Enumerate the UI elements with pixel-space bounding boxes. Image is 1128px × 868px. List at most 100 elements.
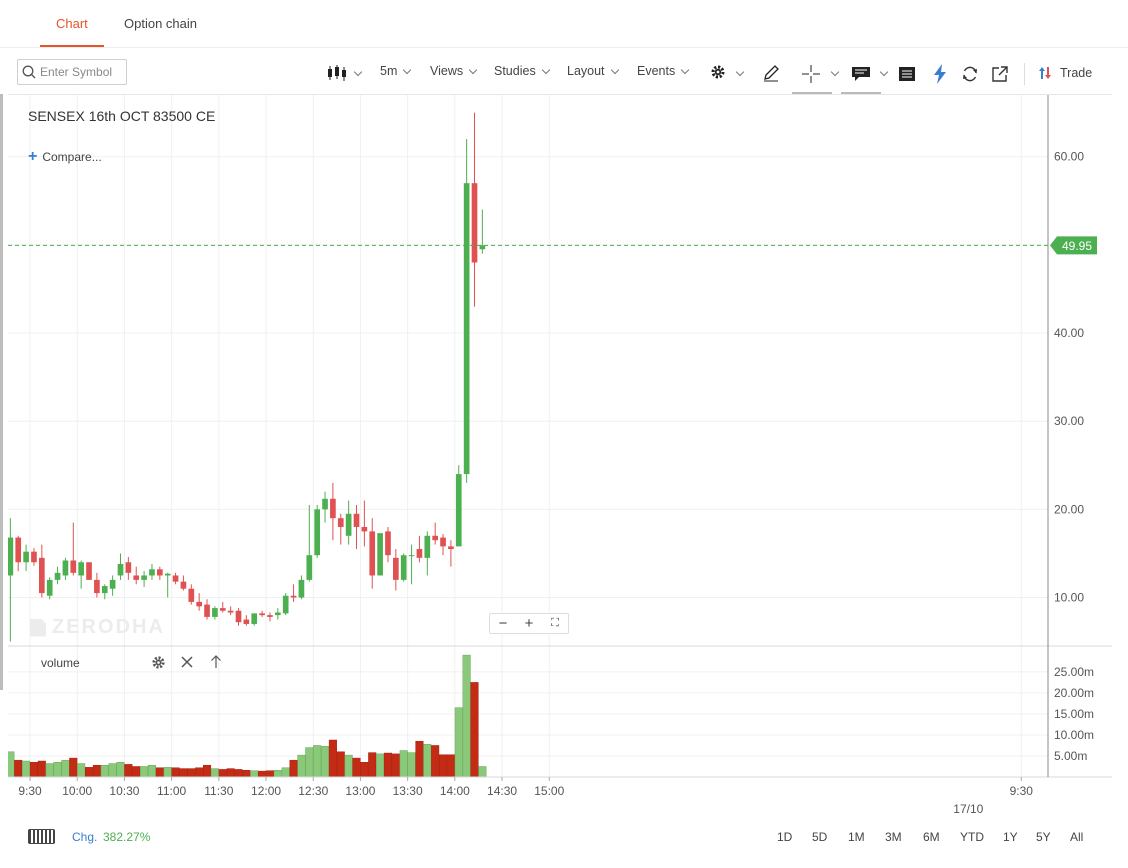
candle[interactable] xyxy=(259,610,265,617)
candle[interactable] xyxy=(290,584,297,602)
layout-dropdown[interactable]: Layout xyxy=(567,64,619,78)
comment-button[interactable] xyxy=(851,66,871,87)
candle[interactable] xyxy=(94,572,100,598)
candle[interactable] xyxy=(251,613,258,626)
candle[interactable] xyxy=(337,513,344,545)
crosshair-button[interactable] xyxy=(802,65,820,88)
volume-move-up-button[interactable] xyxy=(210,655,222,672)
candle[interactable] xyxy=(164,572,171,598)
range-1y-button[interactable]: 1Y xyxy=(1003,830,1018,844)
fullscreen-button[interactable]: ⛶ xyxy=(551,617,559,629)
candle[interactable] xyxy=(267,612,273,622)
candle[interactable] xyxy=(377,533,383,576)
candle[interactable] xyxy=(156,566,163,580)
studies-dropdown[interactable]: Studies xyxy=(494,64,550,78)
candle[interactable] xyxy=(133,566,140,585)
trade-button[interactable]: Trade xyxy=(1038,66,1092,80)
candle[interactable] xyxy=(298,575,305,600)
candle[interactable] xyxy=(196,593,202,611)
candle[interactable] xyxy=(141,571,147,587)
candle[interactable] xyxy=(78,560,84,589)
keyboard-icon[interactable] xyxy=(28,829,55,844)
candle[interactable] xyxy=(345,500,352,545)
candle[interactable] xyxy=(369,518,376,589)
candle[interactable] xyxy=(314,504,320,558)
candle[interactable] xyxy=(330,482,336,541)
candle[interactable] xyxy=(149,564,155,580)
candle[interactable] xyxy=(243,615,250,626)
search-icon xyxy=(22,65,36,79)
candle[interactable] xyxy=(172,572,179,585)
candle[interactable] xyxy=(448,540,454,567)
refresh-button[interactable] xyxy=(961,65,979,88)
volume-settings-button[interactable] xyxy=(151,655,166,673)
chart-type-button[interactable] xyxy=(327,65,349,86)
candle[interactable] xyxy=(204,599,210,620)
candle[interactable] xyxy=(416,535,423,563)
candle[interactable] xyxy=(432,522,439,545)
range-all-button[interactable]: All xyxy=(1070,830,1084,844)
range-1m-button[interactable]: 1M xyxy=(848,830,865,844)
candle[interactable] xyxy=(353,504,360,550)
candle[interactable] xyxy=(219,601,226,613)
range-5d-button[interactable]: 5D xyxy=(812,830,828,844)
candle[interactable] xyxy=(306,504,313,582)
popout-button[interactable] xyxy=(991,65,1009,88)
candle[interactable] xyxy=(275,608,281,620)
quick-action-button[interactable] xyxy=(933,64,947,89)
candle[interactable] xyxy=(101,584,108,600)
price-chart[interactable]: 10.00 20.00 30.00 40.00 60.00 5.00m 10.00m 15.0… xyxy=(8,95,1112,817)
settings-button[interactable] xyxy=(710,64,726,85)
candle[interactable] xyxy=(212,606,218,620)
candle[interactable] xyxy=(54,566,61,585)
compare-button[interactable]: + Compare... xyxy=(28,149,102,165)
zoom-in-button[interactable]: + xyxy=(524,615,534,632)
candle[interactable] xyxy=(125,556,132,580)
symbol-input[interactable] xyxy=(40,65,124,79)
draw-button[interactable] xyxy=(762,64,780,87)
candle[interactable] xyxy=(180,575,187,591)
candle[interactable] xyxy=(440,534,446,556)
candle[interactable] xyxy=(471,112,478,307)
tab-option-chain[interactable]: Option chain xyxy=(124,16,197,31)
volume-bar xyxy=(124,764,133,778)
zoom-out-button[interactable]: − xyxy=(498,615,508,632)
candle[interactable] xyxy=(15,535,22,572)
candle[interactable] xyxy=(385,526,391,563)
range-ytd-button[interactable]: YTD xyxy=(960,830,984,844)
symbol-search-box[interactable] xyxy=(17,59,127,85)
candle[interactable] xyxy=(117,553,124,580)
candle[interactable] xyxy=(235,608,242,626)
candle[interactable] xyxy=(23,544,29,572)
candle[interactable] xyxy=(424,531,431,576)
range-6m-button[interactable]: 6M xyxy=(923,830,940,844)
candle[interactable] xyxy=(188,584,195,605)
candle[interactable] xyxy=(361,500,368,547)
candle[interactable] xyxy=(463,139,470,483)
data-table-button[interactable] xyxy=(898,66,916,87)
range-3m-button[interactable]: 3M xyxy=(885,830,902,844)
candle[interactable] xyxy=(8,518,14,642)
candle[interactable] xyxy=(479,209,486,254)
candle[interactable] xyxy=(322,491,328,523)
candle[interactable] xyxy=(31,548,37,566)
volume-close-button[interactable] xyxy=(181,656,193,671)
candle[interactable] xyxy=(46,577,53,600)
candle[interactable] xyxy=(393,549,399,591)
candle[interactable] xyxy=(86,562,92,580)
candle[interactable] xyxy=(282,593,289,616)
candle[interactable] xyxy=(109,575,116,596)
candle[interactable] xyxy=(408,544,415,585)
candle[interactable] xyxy=(38,544,45,598)
candle[interactable] xyxy=(400,553,407,582)
candle[interactable] xyxy=(70,522,77,576)
interval-dropdown[interactable]: 5m xyxy=(380,64,412,78)
views-dropdown[interactable]: Views xyxy=(430,64,478,78)
range-5y-button[interactable]: 5Y xyxy=(1036,830,1051,844)
tab-chart[interactable]: Chart xyxy=(56,16,88,31)
candle[interactable] xyxy=(227,606,234,616)
candle[interactable] xyxy=(455,465,462,547)
candle[interactable] xyxy=(62,557,69,580)
events-dropdown[interactable]: Events xyxy=(637,64,690,78)
range-1d-button[interactable]: 1D xyxy=(777,830,793,844)
